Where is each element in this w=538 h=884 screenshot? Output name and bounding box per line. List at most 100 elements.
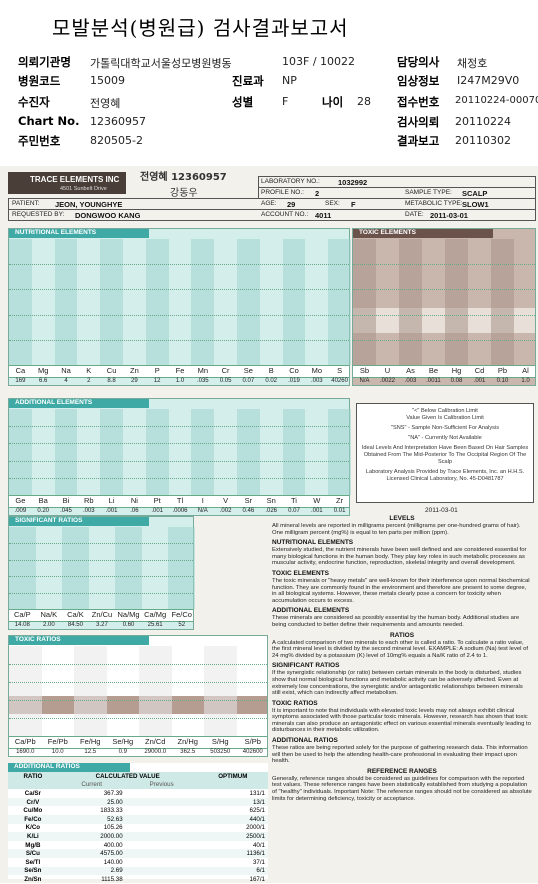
cell (198, 781, 268, 790)
info-label: 진료과 (232, 74, 264, 88)
table-row: Se/Sn 2.69 6/1 (8, 866, 268, 876)
element-result: 29 (131, 378, 138, 384)
panel-heading: SIGNIFICANT RATIOS (272, 662, 340, 670)
element-result: 0.60 (122, 622, 135, 628)
element-result: 29000.0 (144, 749, 167, 755)
column-header: RATIO (23, 772, 43, 780)
ratio-optimum: 131/1 (249, 789, 265, 797)
ratio-name: Fe/Co (24, 815, 42, 823)
element-result: N/A (359, 378, 370, 384)
element-label: P (154, 366, 160, 375)
element-chart: TOXIC ELEMENTS Sb N/A U .0022 As .003 Be .0011 Hg… (352, 228, 536, 386)
handwritten-note: 전영혜 12360957 (140, 172, 227, 183)
element-label: Pt (153, 496, 161, 505)
info-value: 전영혜 (90, 97, 121, 110)
info-label: 주민번호 (18, 134, 61, 148)
cell (126, 832, 198, 841)
ratio-name: Se/Tl (25, 858, 41, 866)
cell (126, 798, 198, 807)
element-label: Mn (197, 366, 208, 375)
column-stripe (328, 239, 351, 365)
element-label: Ti (291, 496, 297, 505)
ratio-current: 25.00 (107, 798, 123, 806)
element-result: .001 (310, 508, 323, 514)
grid-line (9, 559, 193, 561)
column-stripe (9, 409, 32, 495)
element-result: .0022 (379, 378, 395, 384)
field-label: PROFILE NO.: (261, 189, 304, 196)
explanation-panel: LEVELS All mineral levels are reported in… (272, 512, 532, 880)
element-result: .001 (473, 378, 486, 384)
element-result: .003 (310, 378, 323, 384)
ratio-current: 1115.38 (101, 875, 123, 883)
table-row: Mg/B 400.00 40/1 (8, 841, 268, 850)
grid-line (9, 592, 193, 594)
column-stripe (282, 239, 306, 365)
field-value: SCALP (462, 189, 488, 198)
column-stripe (204, 646, 237, 736)
column-stripe (237, 409, 260, 495)
info-label: 수진자 (18, 95, 50, 109)
ratio-optimum: 625/1 (249, 807, 265, 815)
element-label: S (337, 366, 343, 375)
ratio-current: 1833.33 (100, 807, 123, 815)
table-row: Cr/V 25.00 13/1 (8, 797, 268, 807)
table-row: Se/Tl 140.00 37/1 (8, 858, 268, 867)
field-value: 29 (287, 200, 296, 209)
label-row (9, 736, 267, 749)
grid-line (9, 460, 349, 462)
table-row: K/Li 2000.00 2500/1 (8, 832, 268, 841)
element-result: .003 (404, 378, 417, 384)
field-value: DONGWOO KANG (75, 211, 141, 220)
element-label: Na/Mg (117, 610, 140, 619)
grid-line (9, 426, 349, 428)
cell (126, 824, 198, 833)
table-header: RATIO CALCULATED VALUE OPTIMUM (8, 772, 268, 781)
grid-line (9, 314, 349, 316)
element-label: W (313, 496, 321, 505)
element-result: 0.10 (496, 378, 509, 384)
element-result: .003 (82, 508, 95, 514)
ratio-optimum: 1136/1 (246, 850, 265, 858)
element-label: I (201, 496, 204, 505)
element-label: U (384, 366, 391, 375)
element-result: 0.05 (219, 378, 232, 384)
info-label: 병원코드 (18, 74, 61, 88)
ratio-name: Cr/V (26, 798, 40, 806)
element-result: 2.00 (43, 622, 55, 628)
element-result: N/A (197, 508, 208, 514)
subcolumn-header: Previous (149, 781, 174, 789)
info-value: 15009 (90, 74, 125, 87)
field-label: REQUESTED BY: (12, 211, 65, 218)
ratio-optimum: 167/1 (249, 875, 265, 883)
column-stripe (445, 239, 468, 365)
element-label: Cd (474, 366, 485, 375)
lab-address: 4501 Sunbelt Drive (60, 186, 107, 192)
chart-header (9, 399, 149, 408)
info-value: 20110224 (455, 115, 511, 128)
notice-text: "NA" - Currently Not Available (408, 435, 482, 441)
ratio-name: Ca/Sr (24, 789, 41, 797)
element-result: .019 (288, 378, 300, 384)
column-stripe (9, 527, 36, 609)
grid-line (9, 664, 267, 665)
grid-line (9, 289, 349, 291)
element-result: 25.61 (147, 622, 163, 628)
table-row: Fe/Co 52.63 440/1 (8, 814, 268, 824)
element-result: 10.0 (51, 749, 64, 755)
ratio-current: 367.39 (103, 789, 123, 797)
element-result: .045 (60, 508, 72, 514)
element-label: Sb (359, 366, 370, 375)
column-stripe (100, 409, 123, 495)
element-result: 0.9 (118, 749, 127, 755)
notice-text: Laboratory Analysis Provided by Trace El… (365, 469, 525, 482)
grid-line (9, 682, 267, 683)
element-result: .06 (130, 508, 139, 514)
cell (8, 781, 58, 790)
element-label: Co (289, 366, 299, 375)
info-label: 성별 (232, 95, 254, 109)
field-label: AGE: (261, 200, 277, 207)
element-result: .002 (219, 508, 232, 514)
panel-heading: TOXIC RATIOS (272, 699, 318, 707)
